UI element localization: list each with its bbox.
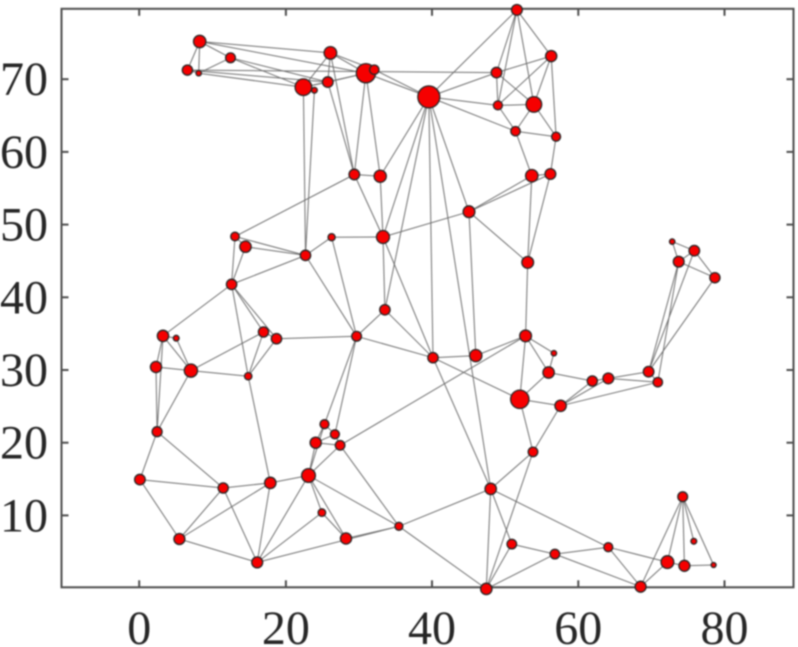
- svg-text:10: 10: [0, 489, 48, 542]
- svg-text:20: 20: [0, 417, 48, 470]
- svg-text:40: 40: [0, 271, 48, 324]
- svg-text:80: 80: [701, 602, 749, 647]
- svg-text:60: 60: [0, 126, 48, 179]
- svg-text:60: 60: [554, 602, 602, 647]
- svg-text:40: 40: [408, 602, 456, 647]
- svg-text:50: 50: [0, 199, 48, 252]
- svg-text:70: 70: [0, 53, 48, 106]
- svg-text:20: 20: [262, 602, 310, 647]
- svg-text:30: 30: [0, 344, 48, 397]
- svg-text:0: 0: [127, 602, 151, 647]
